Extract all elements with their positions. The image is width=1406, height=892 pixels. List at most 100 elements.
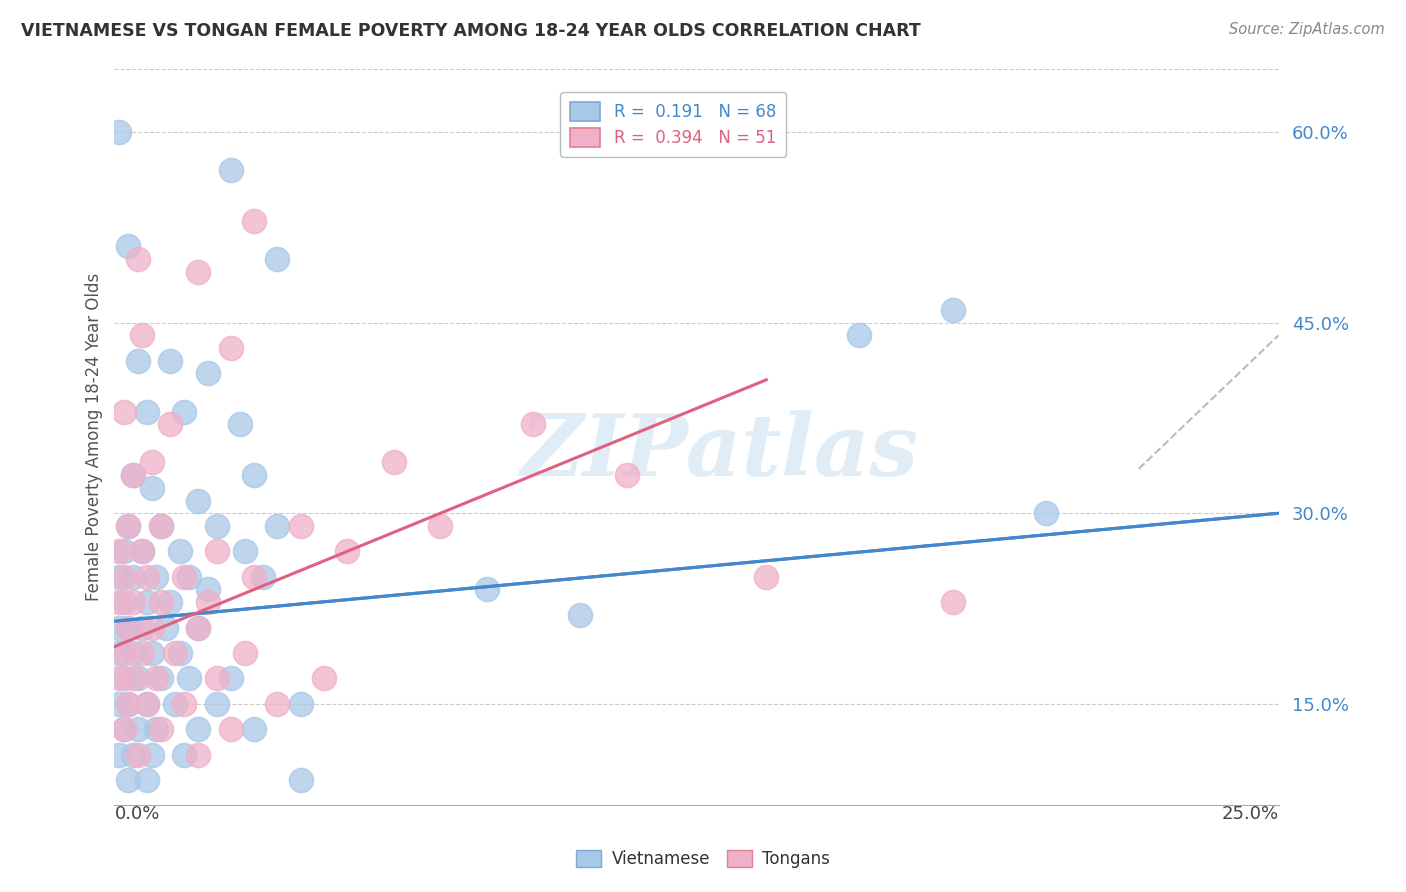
Point — [112, 544, 135, 558]
Point — [131, 621, 153, 635]
Point — [122, 646, 145, 660]
Point — [108, 544, 131, 558]
Point — [336, 544, 359, 558]
Point — [131, 328, 153, 343]
Point — [149, 672, 172, 686]
Point — [219, 163, 242, 178]
Point — [127, 353, 149, 368]
Point — [127, 747, 149, 762]
Point — [941, 302, 963, 317]
Point — [205, 544, 228, 558]
Point — [122, 468, 145, 483]
Point — [1035, 506, 1057, 520]
Point — [522, 417, 544, 432]
Point — [197, 595, 219, 609]
Point — [141, 481, 163, 495]
Point — [219, 672, 242, 686]
Point — [149, 519, 172, 533]
Point — [108, 570, 131, 584]
Point — [108, 621, 131, 635]
Point — [117, 697, 139, 711]
Point — [177, 570, 200, 584]
Point — [112, 672, 135, 686]
Point — [169, 544, 191, 558]
Point — [108, 646, 131, 660]
Point — [108, 747, 131, 762]
Point — [187, 265, 209, 279]
Point — [569, 607, 592, 622]
Point — [163, 697, 186, 711]
Point — [290, 519, 312, 533]
Point — [187, 621, 209, 635]
Text: VIETNAMESE VS TONGAN FEMALE POVERTY AMONG 18-24 YEAR OLDS CORRELATION CHART: VIETNAMESE VS TONGAN FEMALE POVERTY AMON… — [21, 22, 921, 40]
Point — [117, 621, 139, 635]
Point — [187, 493, 209, 508]
Point — [159, 417, 181, 432]
Point — [108, 672, 131, 686]
Point — [122, 747, 145, 762]
Point — [187, 621, 209, 635]
Point — [112, 570, 135, 584]
Point — [429, 519, 451, 533]
Text: 25.0%: 25.0% — [1222, 805, 1278, 823]
Point — [163, 646, 186, 660]
Point — [187, 747, 209, 762]
Point — [243, 570, 266, 584]
Point — [122, 468, 145, 483]
Point — [169, 646, 191, 660]
Point — [173, 747, 195, 762]
Point — [290, 773, 312, 788]
Point — [173, 697, 195, 711]
Point — [266, 519, 288, 533]
Point — [136, 697, 159, 711]
Point — [475, 582, 498, 597]
Point — [173, 404, 195, 418]
Point — [145, 723, 167, 737]
Point — [122, 595, 145, 609]
Point — [108, 697, 131, 711]
Legend: Vietnamese, Tongans: Vietnamese, Tongans — [569, 843, 837, 875]
Point — [122, 672, 145, 686]
Point — [229, 417, 252, 432]
Point — [187, 723, 209, 737]
Point — [205, 672, 228, 686]
Point — [155, 621, 177, 635]
Text: ZIPatlas: ZIPatlas — [520, 410, 918, 493]
Point — [145, 672, 167, 686]
Point — [233, 544, 256, 558]
Point — [848, 328, 870, 343]
Point — [382, 455, 405, 469]
Point — [141, 646, 163, 660]
Point — [127, 723, 149, 737]
Point — [173, 570, 195, 584]
Point — [616, 468, 638, 483]
Point — [243, 468, 266, 483]
Point — [136, 595, 159, 609]
Legend: R =  0.191   N = 68, R =  0.394   N = 51: R = 0.191 N = 68, R = 0.394 N = 51 — [561, 92, 786, 157]
Point — [136, 773, 159, 788]
Point — [117, 519, 139, 533]
Point — [108, 595, 131, 609]
Point — [755, 570, 778, 584]
Point — [112, 646, 135, 660]
Point — [243, 214, 266, 228]
Text: Source: ZipAtlas.com: Source: ZipAtlas.com — [1229, 22, 1385, 37]
Point — [243, 723, 266, 737]
Point — [159, 353, 181, 368]
Point — [117, 697, 139, 711]
Point — [112, 723, 135, 737]
Point — [197, 582, 219, 597]
Point — [136, 570, 159, 584]
Point — [136, 697, 159, 711]
Point — [149, 595, 172, 609]
Point — [131, 544, 153, 558]
Point — [131, 646, 153, 660]
Point — [177, 672, 200, 686]
Point — [219, 341, 242, 355]
Point — [266, 252, 288, 266]
Point — [117, 519, 139, 533]
Point — [112, 595, 135, 609]
Point — [108, 125, 131, 139]
Point — [141, 455, 163, 469]
Point — [131, 544, 153, 558]
